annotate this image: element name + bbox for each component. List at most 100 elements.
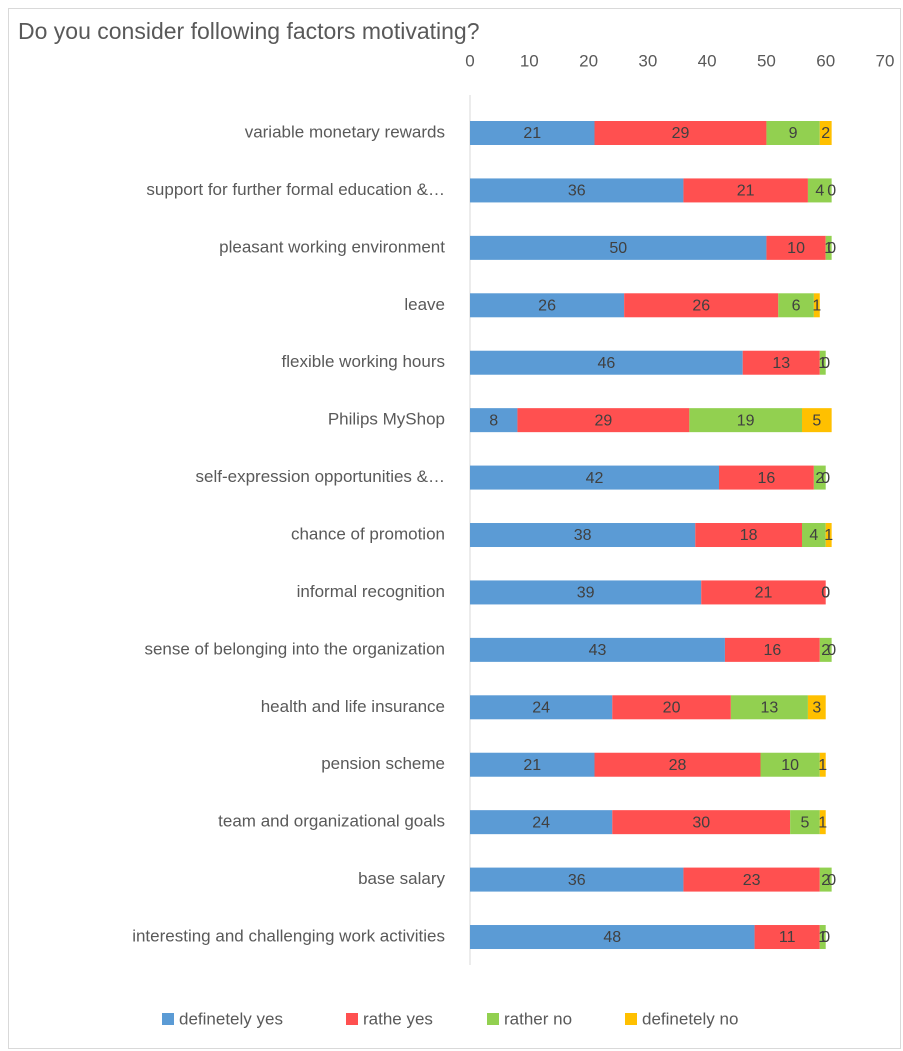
data-label: 1 xyxy=(818,757,827,774)
data-label: 4 xyxy=(809,527,818,544)
data-label: 2 xyxy=(821,872,830,889)
data-label: 0 xyxy=(821,470,830,487)
x-tick-label: 0 xyxy=(465,51,474,70)
data-label: 21 xyxy=(523,757,541,774)
chart-title: Do you consider following factors motiva… xyxy=(18,18,480,44)
data-label: 16 xyxy=(763,642,781,659)
data-label: 43 xyxy=(589,642,607,659)
data-label: 1 xyxy=(818,814,827,831)
bar-segment xyxy=(825,235,832,260)
data-label: 24 xyxy=(532,700,550,717)
data-label: 6 xyxy=(792,298,801,315)
y-tick-label: Philips MyShop xyxy=(328,410,445,429)
data-label: 10 xyxy=(787,240,805,257)
data-label: 0 xyxy=(827,183,836,200)
data-label: 13 xyxy=(760,700,778,717)
data-label: 0 xyxy=(821,585,830,602)
bar-segment xyxy=(819,637,832,662)
data-label: 0 xyxy=(827,872,836,889)
data-label: 8 xyxy=(489,412,498,429)
data-label: 0 xyxy=(821,355,830,372)
bar-segment xyxy=(813,293,820,318)
data-label: 13 xyxy=(772,355,790,372)
y-tick-label: base salary xyxy=(358,869,445,888)
bar-segment xyxy=(470,580,702,605)
y-tick-label: support for further formal education &… xyxy=(146,180,445,199)
bar-segment xyxy=(470,810,613,835)
data-label: 18 xyxy=(740,527,758,544)
data-label: 21 xyxy=(523,125,541,142)
data-label: 0 xyxy=(821,929,830,946)
bar-segment xyxy=(470,178,684,203)
bar-segment xyxy=(825,523,832,548)
bar-segment xyxy=(766,235,826,260)
data-label: 50 xyxy=(609,240,627,257)
y-tick-label: variable monetary rewards xyxy=(245,122,445,141)
bar-segment xyxy=(719,465,814,490)
bar-segment xyxy=(470,752,595,777)
data-label: 4 xyxy=(815,183,824,200)
y-tick-label: leave xyxy=(404,295,445,314)
bar-segment xyxy=(470,121,595,145)
bar-segment xyxy=(470,695,613,720)
legend-label: definetely yes xyxy=(179,1009,283,1028)
bar-segment xyxy=(790,810,820,835)
bar-segment xyxy=(742,350,820,375)
data-label: 26 xyxy=(692,298,710,315)
data-label: 2 xyxy=(821,125,830,142)
bar-segment xyxy=(754,925,820,950)
y-tick-label: interesting and challenging work activit… xyxy=(132,927,445,946)
y-tick-label: chance of promotion xyxy=(291,524,445,543)
y-tick-label: pension scheme xyxy=(321,754,445,773)
bar-segment xyxy=(730,695,808,720)
data-label: 1 xyxy=(824,240,833,257)
legend-label: definetely no xyxy=(642,1009,738,1028)
bar-segment xyxy=(766,121,820,145)
bar-segment xyxy=(470,235,767,260)
data-label: 46 xyxy=(597,355,615,372)
data-label: 3 xyxy=(812,700,821,717)
data-label: 23 xyxy=(743,872,761,889)
legend-label: rathe yes xyxy=(363,1009,433,1028)
y-tick-label: team and organizational goals xyxy=(218,812,445,831)
data-label: 0 xyxy=(821,585,830,602)
data-label: 30 xyxy=(692,814,710,831)
bar-segment xyxy=(802,523,826,548)
legend-swatch xyxy=(346,1013,358,1025)
legend-swatch xyxy=(625,1013,637,1025)
bar-segment xyxy=(760,752,820,777)
bar-segment xyxy=(819,121,832,145)
data-label: 1 xyxy=(818,929,827,946)
y-tick-label: sense of belonging into the organization xyxy=(144,639,445,658)
x-tick-label: 40 xyxy=(698,51,717,70)
x-tick-label: 60 xyxy=(816,51,835,70)
data-label: 1 xyxy=(812,298,821,315)
legend-swatch xyxy=(487,1013,499,1025)
data-label: 21 xyxy=(755,585,773,602)
bar-segment xyxy=(813,465,826,490)
data-label: 42 xyxy=(586,470,604,487)
data-label: 38 xyxy=(574,527,592,544)
data-label: 19 xyxy=(737,412,755,429)
x-tick-label: 50 xyxy=(757,51,776,70)
data-label: 5 xyxy=(801,814,810,831)
data-label: 39 xyxy=(577,585,595,602)
bar-segment xyxy=(819,925,826,950)
bar-segment xyxy=(470,925,755,950)
bar-segment xyxy=(819,810,826,835)
data-label: 11 xyxy=(779,929,796,946)
legend-label: rather no xyxy=(504,1009,572,1028)
data-label: 24 xyxy=(532,814,550,831)
bar-segment xyxy=(807,178,832,203)
bar-segment xyxy=(594,121,767,145)
data-label: 21 xyxy=(737,183,755,200)
bar-segment xyxy=(683,178,808,203)
bar-segment xyxy=(819,752,826,777)
y-tick-label: health and life insurance xyxy=(261,697,445,716)
bar-segment xyxy=(724,637,820,662)
data-label: 28 xyxy=(669,757,687,774)
data-label: 1 xyxy=(824,527,833,544)
x-tick-label: 30 xyxy=(638,51,657,70)
x-tick-label: 70 xyxy=(876,51,895,70)
